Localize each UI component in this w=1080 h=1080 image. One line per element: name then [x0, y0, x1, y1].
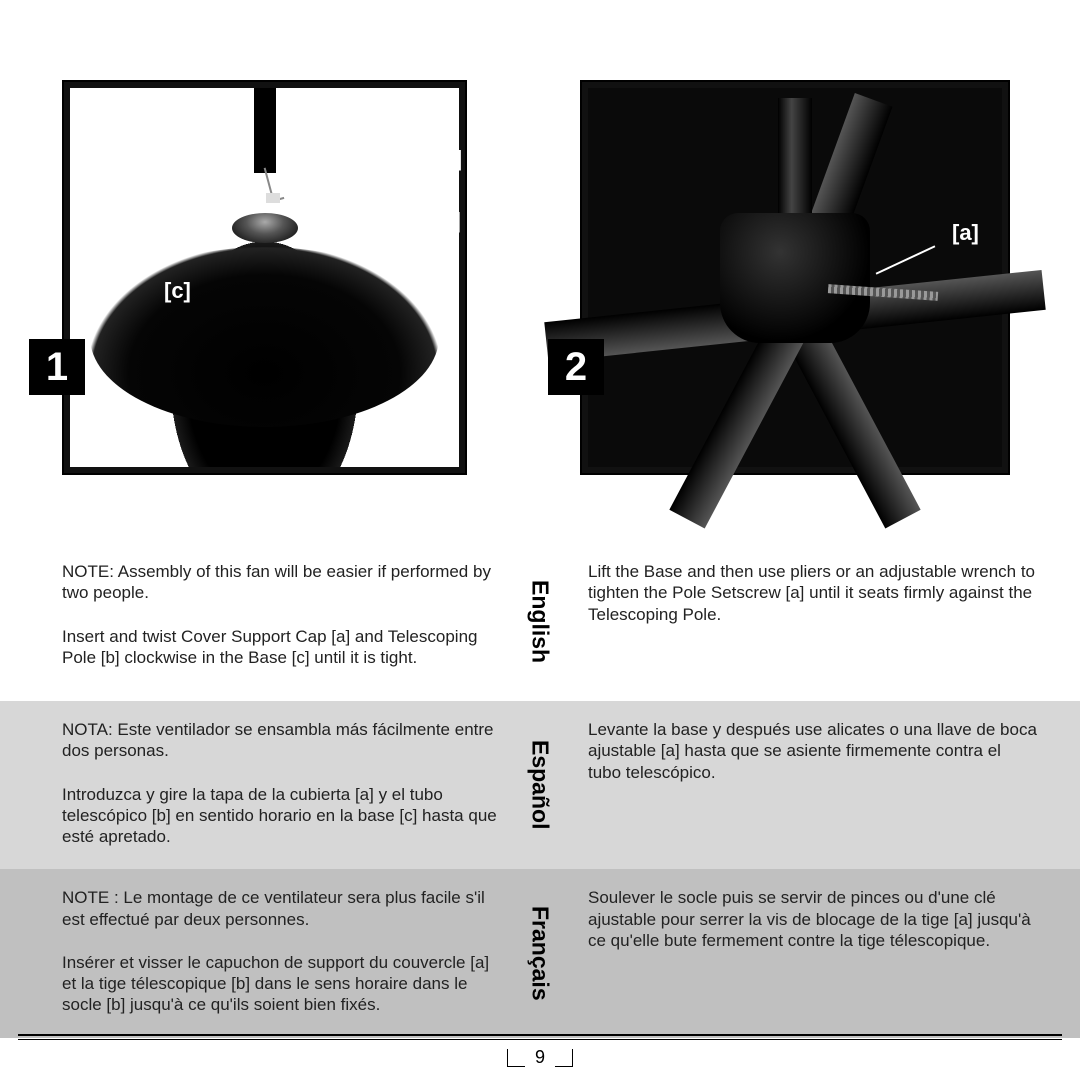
- manual-page: [b] [a] [c] 1 [a] 2 NOTE: Assembl: [0, 0, 1080, 1080]
- cover-support-cap-graphic: [232, 213, 298, 243]
- language-label-spanish: Español: [518, 701, 562, 869]
- footer-rule-thin: [18, 1039, 1062, 1040]
- row-english: NOTE: Assembly of this fan will be easie…: [0, 543, 1080, 701]
- instruction-text: Levante la base y después use alicates o…: [588, 719, 1038, 783]
- callout-b: [b]: [434, 146, 462, 172]
- connector-graphic: [266, 193, 280, 203]
- callout-c: [c]: [164, 278, 191, 304]
- leader-line-b: [325, 163, 400, 165]
- step1-text-spanish: NOTA: Este ventilador se ensambla más fá…: [0, 701, 518, 869]
- row-french: NOTE : Le montage de ce ventilateur sera…: [0, 869, 1080, 1037]
- instruction-text: Introduzca y gire la tapa de la cubierta…: [62, 784, 500, 848]
- language-label-french: Français: [518, 869, 562, 1037]
- telescoping-pole-graphic: [254, 88, 276, 173]
- leader-line-a: [876, 245, 936, 274]
- footer-rule-thick: [18, 1034, 1062, 1036]
- instruction-grid: NOTE: Assembly of this fan will be easie…: [0, 543, 1080, 1038]
- note-text: NOTE: Assembly of this fan will be easie…: [62, 561, 500, 604]
- figures-area: [b] [a] [c] 1 [a] 2: [0, 80, 1080, 500]
- figure-1: [b] [a] [c]: [62, 80, 467, 475]
- language-label-text: English: [527, 580, 554, 663]
- figure-2-scene: [588, 88, 1002, 467]
- crop-mark-icon: [555, 1049, 573, 1067]
- page-number-value: 9: [535, 1047, 545, 1068]
- instruction-text: Soulever le socle puis se servir de pinc…: [588, 887, 1038, 951]
- instruction-text: Insert and twist Cover Support Cap [a] a…: [62, 626, 500, 669]
- crop-mark-icon: [507, 1049, 525, 1067]
- figure-2: [a]: [580, 80, 1010, 475]
- hub-graphic: [720, 213, 870, 343]
- language-label-text: Français: [527, 906, 554, 1001]
- step1-text-french: NOTE : Le montage de ce ventilateur sera…: [0, 869, 518, 1037]
- instruction-text: Lift the Base and then use pliers or an …: [588, 561, 1038, 625]
- language-label-text: Español: [527, 740, 554, 829]
- figure-1-scene: [70, 88, 459, 467]
- step-badge-1: 1: [29, 339, 85, 395]
- leader-line-a: [325, 226, 400, 228]
- callout-a: [a]: [434, 208, 461, 234]
- step-badge-2: 2: [548, 339, 604, 395]
- callout-a: [a]: [952, 220, 979, 246]
- step2-text-french: Soulever le socle puis se servir de pinc…: [562, 869, 1080, 1037]
- page-number: 9: [507, 1047, 573, 1068]
- step2-text-english: Lift the Base and then use pliers or an …: [562, 543, 1080, 701]
- instruction-text: Insérer et visser le capuchon de support…: [62, 952, 500, 1016]
- step1-text-english: NOTE: Assembly of this fan will be easie…: [0, 543, 518, 701]
- language-label-english: English: [518, 543, 562, 701]
- step2-text-spanish: Levante la base y después use alicates o…: [562, 701, 1080, 869]
- base-graphic: [90, 247, 439, 427]
- note-text: NOTE : Le montage de ce ventilateur sera…: [62, 887, 500, 930]
- row-spanish: NOTA: Este ventilador se ensambla más fá…: [0, 701, 1080, 869]
- note-text: NOTA: Este ventilador se ensambla más fá…: [62, 719, 500, 762]
